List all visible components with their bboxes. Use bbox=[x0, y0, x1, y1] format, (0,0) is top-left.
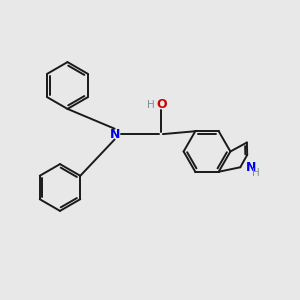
Text: H: H bbox=[147, 100, 155, 110]
Text: N: N bbox=[110, 128, 120, 141]
Text: H: H bbox=[252, 168, 260, 178]
Text: N: N bbox=[246, 161, 256, 174]
Text: O: O bbox=[157, 98, 167, 112]
